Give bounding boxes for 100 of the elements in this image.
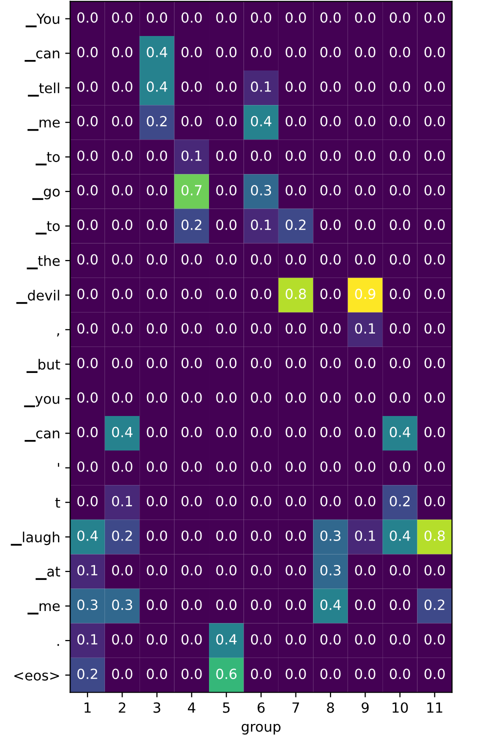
data-label: 0.0 [216, 116, 236, 126]
data-label: 0.0 [355, 564, 376, 576]
data-label: 0.0 [320, 461, 341, 472]
data-label: 0.0 [286, 530, 306, 541]
y-tick-label: ▁at [36, 566, 60, 580]
data-label: 0.0 [77, 461, 98, 472]
data-label: 0.0 [182, 288, 202, 300]
data-label: 0.0 [250, 426, 272, 438]
data-label: 0.0 [320, 668, 341, 680]
data-label: 0.0 [286, 496, 306, 506]
data-label: 0.0 [424, 12, 445, 23]
data-label: 0.1 [112, 496, 132, 506]
data-label: 0.0 [182, 496, 202, 506]
data-label: 0.0 [424, 323, 445, 334]
data-label: 0.0 [390, 358, 410, 368]
data-label: 0.0 [286, 392, 306, 403]
data-label: 0.0 [146, 358, 168, 368]
data-label: 0.0 [355, 81, 376, 92]
data-label: 0.0 [286, 323, 306, 334]
data-label: 0.0 [320, 81, 341, 92]
x-tick-label: 9 [362, 702, 369, 713]
data-label: 0.0 [424, 46, 445, 58]
data-label: 0.0 [112, 184, 132, 196]
data-label: 0.0 [77, 426, 98, 438]
data-label: 0.0 [250, 323, 272, 334]
data-label: 0.0 [320, 12, 341, 23]
data-label: 0.0 [250, 150, 272, 161]
y-tick-label: ▁devil [16, 290, 60, 304]
data-label: 0.0 [146, 634, 168, 645]
data-label: 0.6 [216, 668, 237, 680]
data-label: 0.0 [182, 323, 202, 334]
data-label: 0.0 [216, 530, 236, 541]
data-label: 0.0 [77, 220, 98, 230]
data-label: 0.1 [355, 530, 375, 541]
data-label: 0.0 [355, 392, 376, 403]
data-label: 0.0 [355, 668, 376, 680]
data-label: 0.0 [182, 254, 202, 265]
data-label: 0.0 [216, 358, 236, 368]
data-label: 0.0 [250, 668, 272, 680]
data-label: 0.0 [216, 426, 236, 438]
data-label: 0.0 [424, 426, 445, 438]
data-label: 0.0 [250, 564, 272, 576]
data-label: 0.0 [320, 392, 341, 403]
data-label: 0.0 [390, 150, 410, 161]
data-label: 0.0 [286, 12, 306, 23]
data-label: 0.0 [355, 496, 376, 506]
data-label: 0.1 [355, 323, 375, 334]
data-label: 0.0 [286, 116, 306, 126]
data-label: 0.0 [250, 392, 272, 403]
data-label: 0.0 [390, 116, 410, 126]
data-label: 0.0 [216, 392, 236, 403]
data-label: 0.1 [77, 564, 98, 576]
data-label: 0.0 [216, 461, 236, 472]
data-label: 0.0 [320, 184, 341, 196]
data-label: 0.0 [146, 600, 168, 610]
data-label: 0.0 [390, 184, 410, 196]
data-label: 0.0 [355, 426, 376, 438]
x-tick-label: 4 [188, 702, 196, 713]
data-label: 0.0 [424, 288, 445, 300]
data-label: 0.0 [355, 116, 376, 126]
data-label: 0.4 [320, 600, 341, 610]
y-tick-label: ▁laugh [10, 532, 60, 546]
data-label: 0.0 [390, 220, 410, 230]
data-label: 0.0 [320, 46, 341, 58]
data-label: 0.0 [286, 254, 306, 265]
x-tick-label: 8 [327, 702, 334, 713]
x-tick-label: 2 [118, 702, 126, 713]
data-label: 0.0 [146, 496, 168, 506]
data-label: 0.0 [355, 358, 376, 368]
data-label: 0.0 [320, 150, 341, 161]
data-label: 0.4 [112, 426, 132, 438]
data-label: 0.0 [424, 184, 445, 196]
data-label: 0.0 [112, 12, 132, 23]
y-tick-label: , [57, 333, 60, 337]
data-label: 0.0 [112, 288, 132, 300]
data-label: 0.0 [355, 634, 376, 645]
data-label: 0.0 [355, 600, 376, 610]
x-tick-label: 1 [84, 702, 91, 713]
x-axis-title: group [242, 724, 280, 735]
data-label: 0.0 [390, 12, 410, 23]
data-label: 0.0 [77, 12, 98, 23]
data-label: 0.0 [355, 46, 376, 58]
data-label: 0.0 [250, 496, 272, 506]
data-label: 0.0 [77, 392, 98, 403]
data-label: 0.0 [250, 254, 272, 265]
data-label: 0.0 [424, 634, 445, 645]
data-label: 0.0 [424, 564, 445, 576]
data-label: 0.0 [77, 496, 98, 506]
data-label: 0.2 [112, 530, 132, 541]
data-label: 0.0 [112, 46, 132, 58]
y-tick-label: ▁to [36, 152, 60, 166]
data-label: 0.0 [424, 668, 445, 680]
data-label: 0.0 [320, 220, 341, 230]
data-label: 0.2 [182, 220, 202, 230]
data-label: 0.4 [146, 81, 168, 92]
data-label: 0.4 [390, 426, 410, 438]
data-label: 0.0 [146, 150, 168, 161]
data-label: 0.0 [424, 150, 445, 161]
data-label: 0.0 [182, 530, 202, 541]
data-label: 0.0 [182, 81, 202, 92]
